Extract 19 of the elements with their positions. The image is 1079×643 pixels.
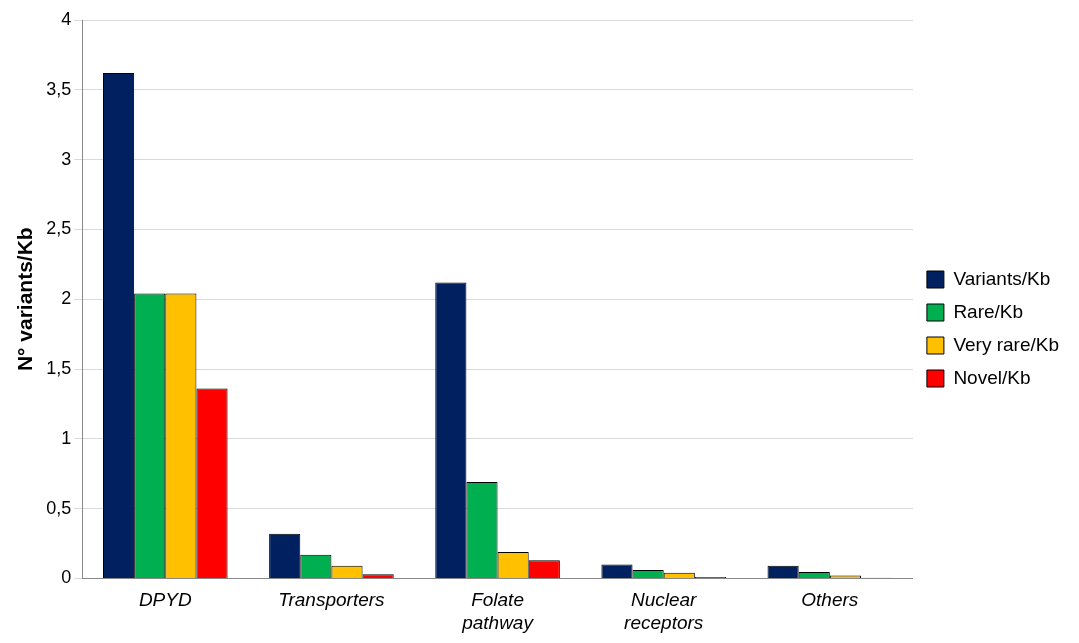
legend-label: Rare/Kb bbox=[953, 300, 1024, 322]
y-tick-label: 1,5 bbox=[46, 357, 72, 378]
x-tick-label: Transporters bbox=[278, 589, 386, 611]
x-tick-label: Folate pathway bbox=[461, 589, 535, 633]
y-tick-label: 2 bbox=[61, 288, 72, 309]
y-tick-label: 0 bbox=[61, 567, 72, 588]
legend-label: Variants/Kb bbox=[953, 267, 1051, 289]
legend-label: Very rare/Kb bbox=[953, 333, 1060, 355]
y-tick-label: 1 bbox=[61, 427, 72, 448]
y-tick-label: 3,5 bbox=[46, 78, 72, 99]
y-tick-label: 4 bbox=[61, 8, 72, 29]
y-axis-title: N° variants/Kb bbox=[13, 227, 37, 372]
x-tick-label: Others bbox=[801, 589, 859, 611]
legend-label: Novel/Kb bbox=[953, 366, 1031, 388]
x-tick-label: DPYD bbox=[138, 589, 192, 611]
y-tick-label: 2,5 bbox=[46, 218, 72, 239]
y-tick-label: 3 bbox=[61, 148, 72, 169]
y-tick-label: 0,5 bbox=[46, 497, 72, 518]
x-tick-label: Nuclear receptors bbox=[624, 589, 704, 633]
